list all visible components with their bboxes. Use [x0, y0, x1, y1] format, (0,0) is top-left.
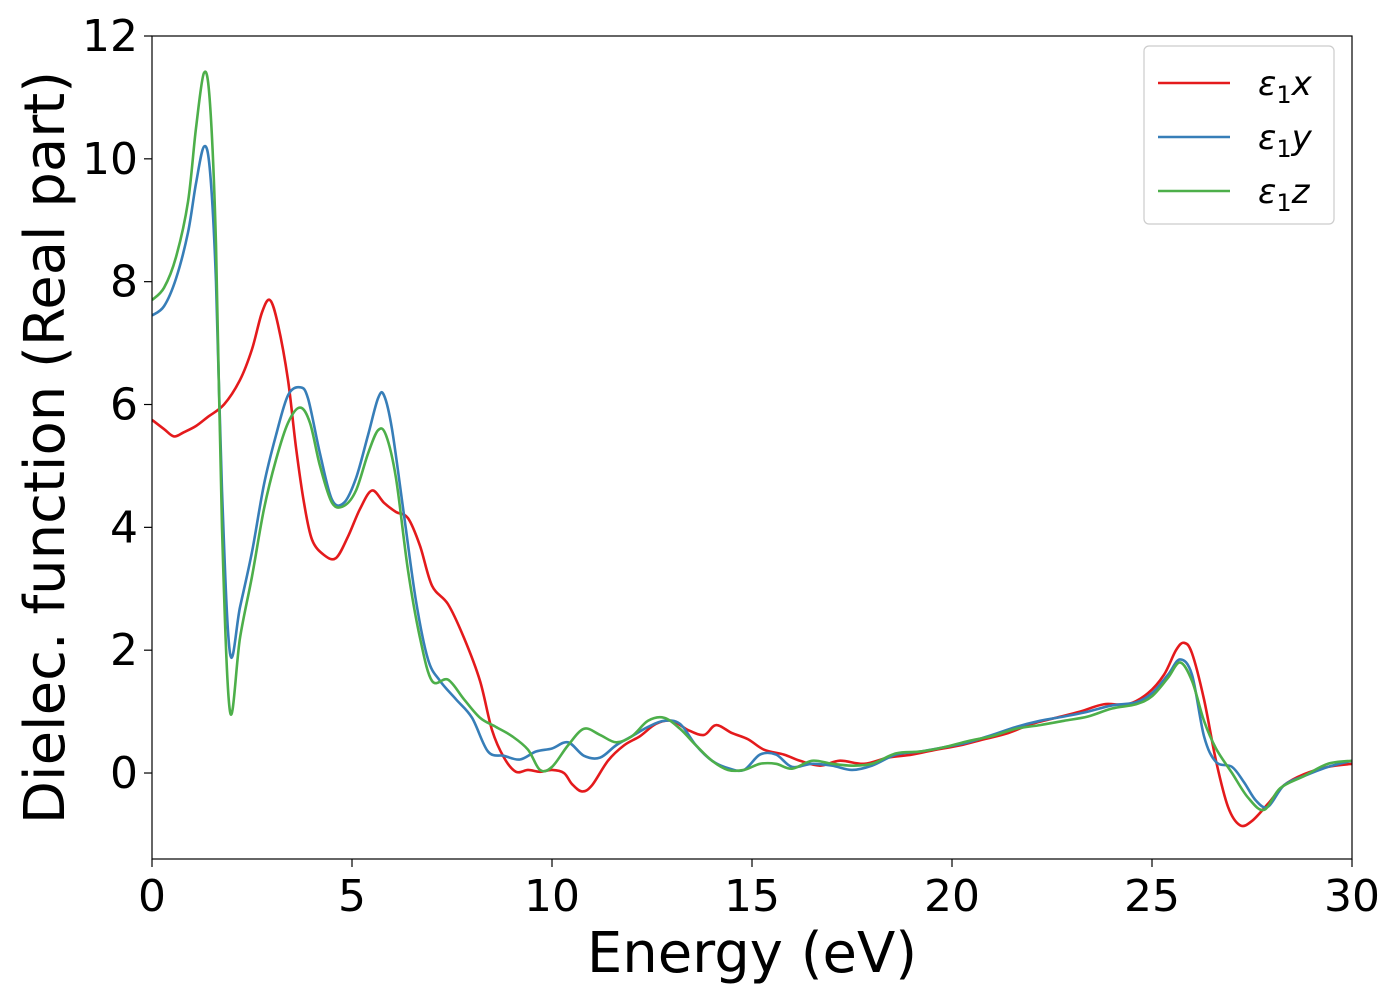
- x-tick-label: 30: [1324, 871, 1380, 922]
- y-tick-label: 10: [82, 134, 138, 185]
- y-tick-label: 4: [110, 502, 138, 553]
- series-layer: [152, 70, 1352, 828]
- series-line-y: [152, 144, 1352, 809]
- y-tick-label: 12: [82, 11, 138, 62]
- x-tick-label: 10: [524, 871, 580, 922]
- y-axis-label: Dielec. function (Real part): [13, 71, 78, 824]
- x-tick-label: 5: [338, 871, 366, 922]
- axis-ticks: 0 5 10 15 20 25 30 0 2 4 6 8 10 12: [82, 11, 1380, 922]
- series-line-z: [152, 70, 1352, 812]
- legend-label-x: ε1x: [1258, 64, 1313, 109]
- x-tick-label: 0: [138, 871, 166, 922]
- series-line-x: [152, 298, 1352, 828]
- y-tick-label: 0: [110, 748, 138, 799]
- legend-label-y: ε1y: [1258, 118, 1313, 163]
- y-tick-label: 8: [110, 257, 138, 308]
- legend-box: [1143, 45, 1335, 225]
- legend-label-z: ε1z: [1258, 172, 1311, 217]
- x-tick-label: 25: [1124, 871, 1180, 922]
- legend: ε1x ε1y ε1z: [1143, 45, 1335, 225]
- y-tick-label: 6: [110, 380, 138, 431]
- x-axis-label: Energy (eV): [587, 921, 917, 986]
- x-tick-label: 20: [924, 871, 980, 922]
- y-tick-label: 2: [110, 625, 138, 676]
- x-tick-label: 15: [724, 871, 780, 922]
